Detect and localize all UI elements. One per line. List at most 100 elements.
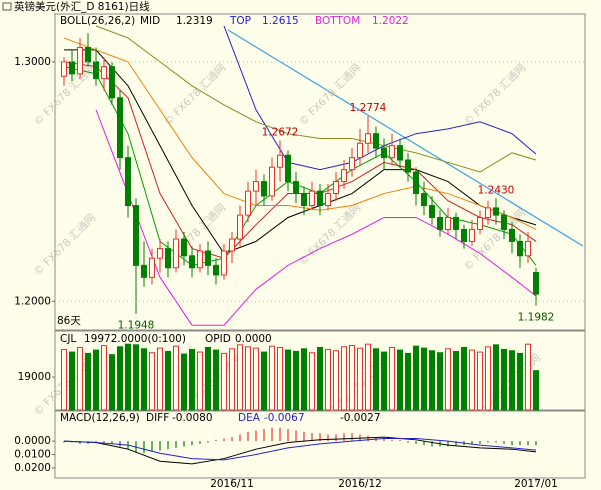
extreme-label: 1.2430	[478, 184, 515, 196]
volume-bar	[357, 347, 363, 411]
candle-body	[277, 154, 283, 168]
volume-bar	[133, 344, 139, 411]
legend-name: BOTTOM	[315, 15, 360, 27]
menu-icon[interactable]	[2, 2, 12, 11]
volume-bar	[477, 351, 483, 411]
volume-bar	[301, 348, 307, 411]
candle-body	[261, 181, 267, 197]
candle-body	[397, 145, 403, 161]
volume-bar	[349, 344, 355, 411]
legend-value: -0.0027	[340, 412, 381, 424]
volume-bar	[181, 353, 187, 411]
volume-bar	[501, 348, 507, 411]
candle-body	[245, 190, 251, 216]
volume-bar	[69, 351, 75, 411]
candle-body	[389, 145, 395, 159]
candle-body	[533, 272, 539, 295]
volume-bar	[469, 349, 475, 411]
candle-body	[157, 248, 163, 259]
macd-panel	[54, 410, 586, 479]
candle-body	[461, 228, 467, 242]
volume-bar	[317, 346, 323, 411]
candle-body	[165, 248, 171, 269]
volume-bar	[525, 343, 531, 411]
volume-bar	[101, 344, 107, 411]
volume-bar	[77, 346, 83, 411]
volume-bar	[405, 352, 411, 411]
volume-bar	[509, 350, 515, 411]
candle-body	[357, 142, 363, 159]
candle-body	[173, 238, 179, 269]
candle-body	[141, 264, 147, 278]
candle-body	[77, 47, 83, 75]
volume-bar	[517, 352, 523, 411]
panel-heading: CJL	[60, 333, 76, 345]
candle-body	[189, 255, 195, 269]
panel-value: 19972.0000(0:100)	[84, 333, 186, 345]
legend-name: DIFF	[146, 412, 169, 424]
volume-bar	[389, 346, 395, 411]
candle-body	[365, 133, 371, 144]
volume-bar	[285, 349, 291, 411]
candle-body	[269, 166, 275, 197]
y-tick-label: 1.2000	[14, 295, 51, 307]
candle-body	[437, 216, 443, 230]
indicator-line	[95, 25, 537, 173]
panel-value: 0.0000	[235, 333, 272, 345]
x-tick-label: 2016/11	[210, 478, 254, 490]
legend-name: TOP	[229, 15, 251, 27]
candle-body	[525, 240, 531, 257]
candle-body	[61, 61, 67, 77]
candle-body	[93, 61, 99, 80]
volume-bar	[381, 351, 387, 411]
volume-bar	[413, 345, 419, 411]
volume-bar	[253, 347, 259, 411]
indicator-line	[63, 436, 537, 465]
legend-value: 1.2615	[262, 15, 299, 27]
extreme-label: 1.2774	[350, 102, 387, 114]
volume-bar	[437, 352, 443, 411]
candle-body	[117, 97, 123, 159]
legend-value: 1.2319	[176, 15, 213, 27]
volume-bar	[93, 349, 99, 411]
volume-bar	[141, 348, 147, 411]
candle-body	[133, 205, 139, 266]
candle-body	[501, 214, 507, 230]
candle-body	[229, 238, 235, 252]
y-tick-label: 0.0000	[14, 435, 51, 447]
volume-bar	[333, 350, 339, 411]
candle-body	[125, 157, 131, 207]
panel-heading: MACD(12,26,9)	[60, 412, 140, 424]
volume-bar	[325, 348, 331, 411]
legend-name: MID	[140, 15, 160, 27]
volume-bar	[85, 352, 91, 411]
legend-name: DEA	[238, 412, 261, 424]
panel-heading: BOLL(26,26,2)	[60, 15, 135, 27]
volume-bar	[237, 344, 243, 411]
volume-bar	[341, 346, 347, 411]
candle-body	[493, 207, 499, 216]
y-tick-label: 0.0200	[14, 462, 51, 474]
volume-bar	[157, 347, 163, 411]
volume-bar	[173, 345, 179, 411]
candle-body	[221, 250, 227, 276]
candle-body	[197, 250, 203, 269]
candle-body	[381, 147, 387, 159]
candle-body	[317, 190, 323, 207]
volume-bar	[61, 348, 67, 411]
candle-body	[101, 66, 107, 80]
volume-bar	[373, 348, 379, 411]
candle-body	[405, 159, 411, 173]
volume-bar	[293, 350, 299, 411]
extreme-label: 1.1948	[118, 320, 155, 332]
candle-body	[205, 250, 211, 266]
candle-body	[149, 257, 155, 278]
y-tick-label: 1.3000	[14, 56, 51, 68]
volume-bar	[445, 348, 451, 411]
volume-bar	[365, 343, 371, 411]
volume-bar	[213, 349, 219, 411]
candle-body	[413, 171, 419, 195]
volume-bar	[117, 346, 123, 411]
volume-bar	[493, 344, 499, 411]
